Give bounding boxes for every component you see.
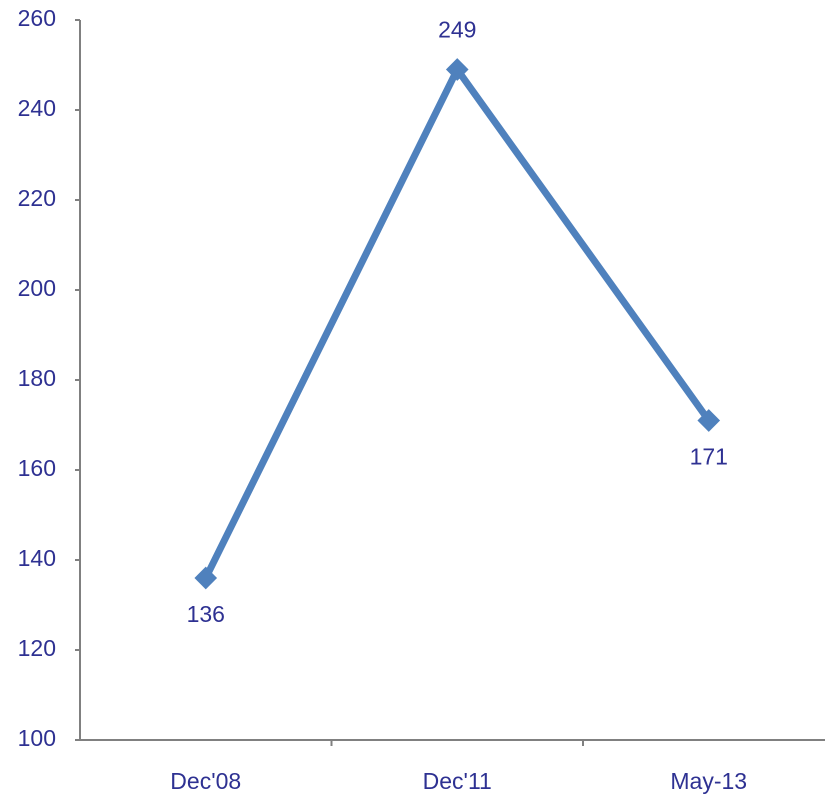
x-tick-label: Dec'11 [423, 768, 492, 794]
y-tick-label: 180 [18, 365, 56, 391]
data-label: 136 [187, 601, 225, 627]
y-tick-label: 200 [18, 275, 56, 301]
y-tick-label: 160 [18, 455, 56, 481]
data-label: 171 [690, 444, 728, 470]
marker [194, 566, 218, 590]
y-tick-label: 240 [18, 95, 56, 121]
y-tick-label: 120 [18, 635, 56, 661]
data-label: 249 [438, 17, 476, 43]
y-tick-label: 260 [18, 5, 56, 31]
x-tick-label: Dec'08 [170, 768, 241, 794]
y-tick-label: 220 [18, 185, 56, 211]
y-tick-label: 100 [18, 725, 56, 751]
x-tick-label: May-13 [670, 768, 747, 794]
y-tick-label: 140 [18, 545, 56, 571]
marker [697, 409, 721, 432]
series-line [202, 66, 712, 580]
